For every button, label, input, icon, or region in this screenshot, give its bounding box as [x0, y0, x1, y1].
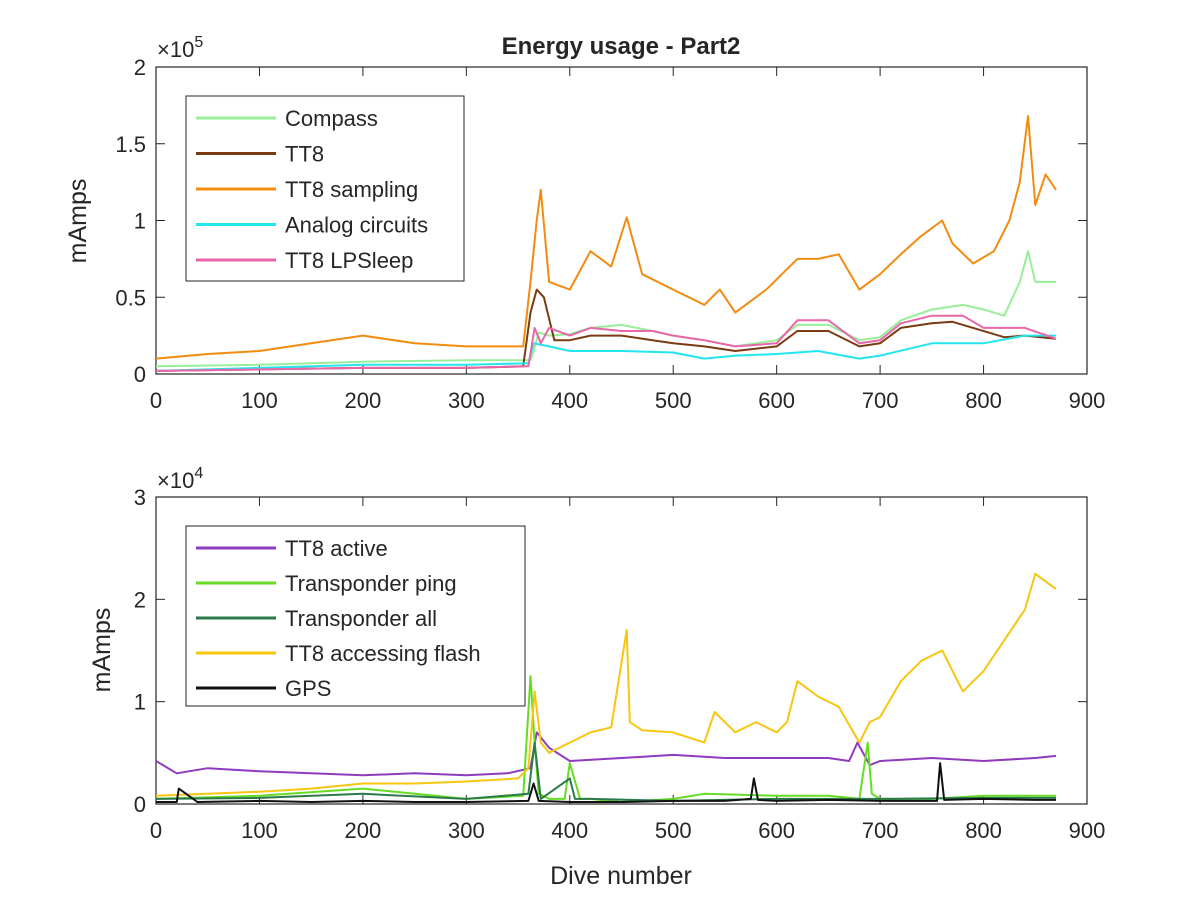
series-line-tt8-lpsleep	[155, 314, 1057, 372]
x-tick-label: 900	[1069, 818, 1106, 843]
legend-label: Analog circuits	[285, 213, 428, 238]
x-tick-label: 700	[862, 818, 899, 843]
x-tick-label: 400	[551, 388, 588, 413]
y-tick-label: 1	[134, 690, 146, 715]
legend-label: TT8	[285, 142, 324, 167]
top-y-ticks: 0 0.5 1 1.5 2	[115, 55, 1087, 387]
legend-label: TT8 sampling	[285, 177, 418, 202]
bottom-panel: ×104 mAmps Dive number 0 100 200 300 400 500 6…	[88, 465, 1105, 890]
y-tick-label: 2	[134, 587, 146, 612]
x-tick-label: 300	[448, 818, 485, 843]
x-tick-label: 700	[862, 388, 899, 413]
bottom-y-ticks: 0 1 2 3	[134, 485, 1087, 817]
x-axis-label: Dive number	[550, 862, 692, 890]
y-tick-label: 3	[134, 485, 146, 510]
bottom-y-exponent: ×104	[157, 465, 203, 493]
x-tick-label: 500	[655, 818, 692, 843]
x-tick-label: 300	[448, 388, 485, 413]
series-line-tt8	[155, 288, 1057, 372]
legend-label: TT8 LPSleep	[285, 248, 413, 273]
y-tick-label: 0	[134, 792, 146, 817]
x-tick-label: 100	[241, 388, 278, 413]
x-tick-label: 200	[345, 818, 382, 843]
top-series-lines	[155, 115, 1057, 372]
x-tick-label: 200	[345, 388, 382, 413]
y-tick-label: 1.5	[115, 132, 146, 157]
series-line-tt8-accessing-flash	[155, 572, 1057, 797]
bottom-legend-box	[185, 525, 526, 707]
x-tick-label: 0	[150, 818, 162, 843]
x-tick-label: 100	[241, 818, 278, 843]
x-tick-label: 800	[965, 818, 1002, 843]
bottom-series-lines	[155, 572, 1057, 803]
series-line-transponder-all	[155, 741, 1056, 802]
top-y-axis-label: mAmps	[64, 179, 92, 264]
x-tick-label: 600	[758, 818, 795, 843]
y-tick-label: 0	[134, 362, 146, 387]
series-line-tt8-active	[155, 731, 1057, 777]
x-tick-label: 800	[965, 388, 1002, 413]
legend-label: Transponder ping	[285, 571, 457, 596]
x-tick-label: 0	[150, 388, 162, 413]
chart-title: Energy usage - Part2	[502, 33, 741, 60]
legend-label: TT8 accessing flash	[285, 641, 481, 666]
series-line-tt8-sampling	[155, 115, 1057, 360]
series-line-gps	[156, 762, 1056, 803]
x-tick-label: 400	[551, 818, 588, 843]
x-tick-label: 900	[1069, 388, 1106, 413]
legend-label: TT8 active	[285, 536, 388, 561]
top-panel: ×105 mAmps 0 100 200 300 400 500 600 700 800 900 …	[64, 34, 1105, 413]
x-tick-label: 600	[758, 388, 795, 413]
legend-label: Compass	[285, 106, 378, 131]
y-tick-label: 1	[134, 209, 146, 234]
bottom-legend: TT8 active Transponder ping Transponder al…	[185, 525, 526, 707]
legend-label: GPS	[285, 676, 331, 701]
y-tick-label: 0.5	[115, 285, 146, 310]
legend-label: Transponder all	[285, 606, 437, 631]
top-legend: Compass TT8 TT8 sampling Analog circuits TT8…	[185, 95, 465, 282]
y-tick-label: 2	[134, 55, 146, 80]
top-x-ticks: 0 100 200 300 400 500 600 700 800 900	[150, 67, 1105, 413]
top-y-exponent: ×105	[157, 34, 203, 62]
x-tick-label: 500	[655, 388, 692, 413]
bottom-y-axis-label: mAmps	[88, 608, 116, 693]
series-line-analog-circuits	[155, 334, 1056, 372]
